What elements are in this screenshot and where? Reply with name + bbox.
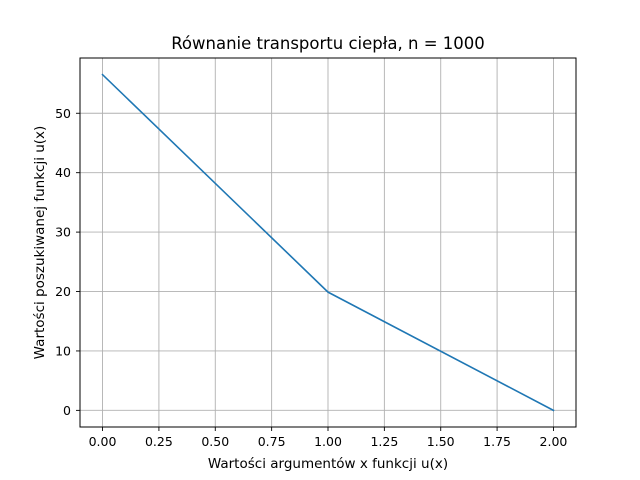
y-axis: 0 10 20 30 40 50 [55,106,80,418]
series-line [101,73,555,412]
series-layer [101,73,555,412]
y-tick-label: 30 [55,225,71,240]
grid [80,58,576,427]
x-axis-label: Wartości argumentów x funkcji u(x) [208,456,448,472]
y-tick-label: 20 [55,284,71,299]
x-tick-label: 2.00 [540,434,568,449]
x-tick-label: 1.75 [483,434,511,449]
x-tick-label: 1.50 [427,434,455,449]
x-tick-label: 0.25 [145,434,173,449]
x-tick-label: 0.50 [201,434,229,449]
x-tick-label: 1.25 [370,434,398,449]
x-axis: 0.00 0.25 0.50 0.75 1.00 1.25 1.50 1.75 2.00 [89,427,568,449]
y-tick-label: 40 [55,165,71,180]
x-tick-label: 1.00 [314,434,342,449]
y-tick-label: 0 [63,403,71,418]
y-axis-label: Wartości poszukiwanej funkcji u(x) [32,126,48,360]
x-tick-label: 0.00 [89,434,117,449]
y-tick-label: 10 [55,343,71,358]
x-tick-label: 0.75 [258,434,286,449]
y-tick-label: 50 [55,106,71,121]
chart-title: Równanie transportu ciepła, n = 1000 [171,34,485,53]
